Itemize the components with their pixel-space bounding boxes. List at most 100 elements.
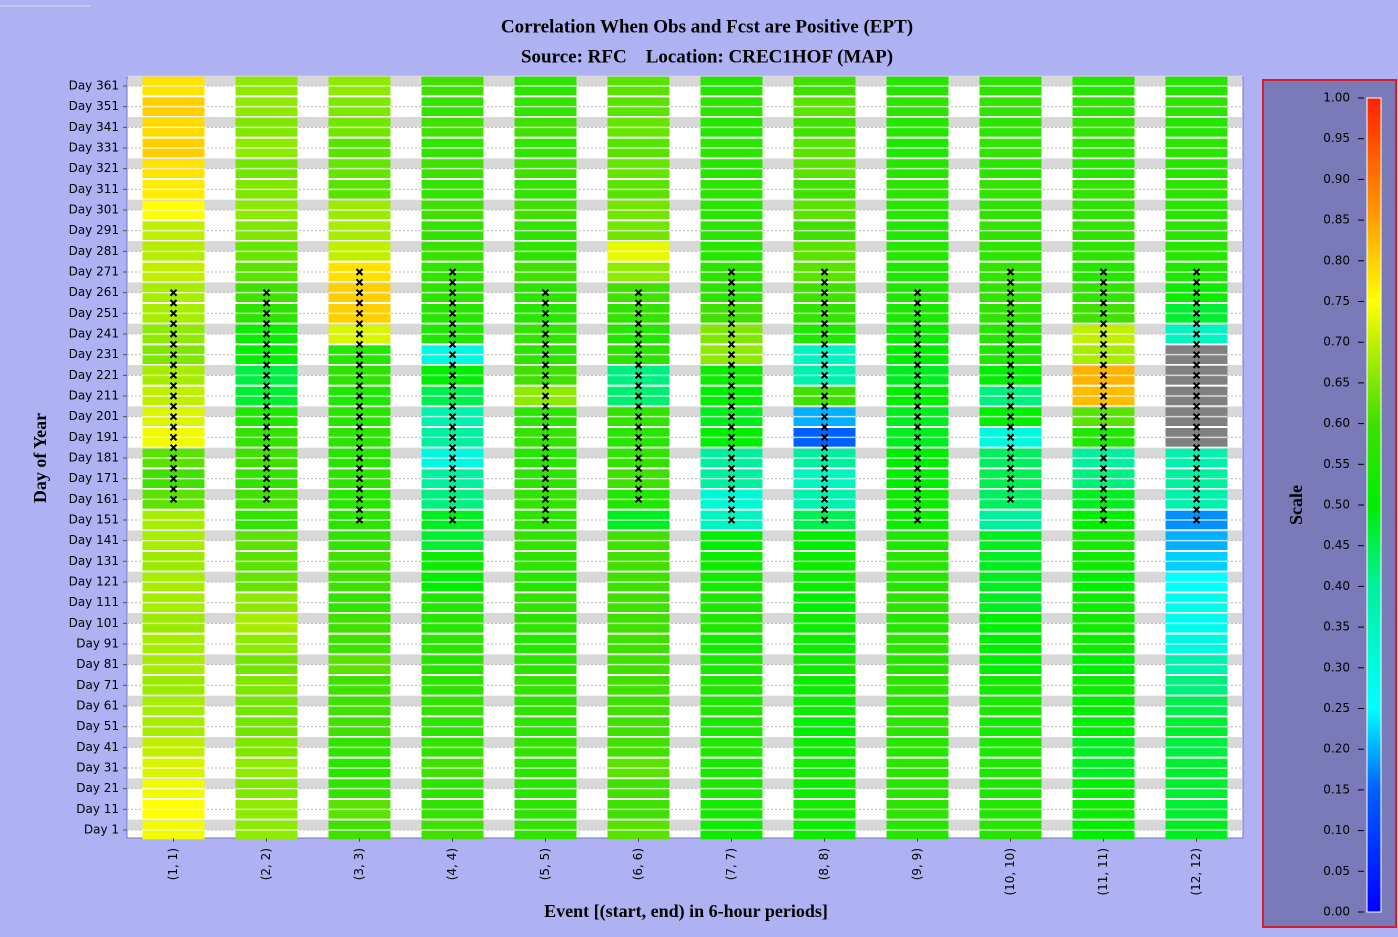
marked-range xyxy=(634,288,643,504)
chart-title: Correlation When Obs and Fcst are Positi… xyxy=(501,16,913,37)
colorbar-tick-label: 0.20 xyxy=(1323,742,1350,756)
row-stripe xyxy=(128,199,1242,210)
y-tick-label: Day 251 xyxy=(69,306,119,320)
y-axis-label: Day of Year xyxy=(30,413,50,503)
row-stripe xyxy=(128,241,1242,252)
marked-range xyxy=(1099,268,1108,524)
y-tick-label: Day 1 xyxy=(84,823,119,837)
colorbar-tick-label: 0.75 xyxy=(1323,294,1350,308)
chart-subtitle: Source: RFC Location: CREC1HOF (MAP) xyxy=(521,46,893,67)
y-tick-label: Day 31 xyxy=(76,761,119,775)
row-stripe xyxy=(128,220,1242,231)
y-tick-label: Day 121 xyxy=(69,575,119,589)
row-stripe xyxy=(128,447,1242,458)
colorbar-label: Scale xyxy=(1286,485,1306,525)
y-tick-label: Day 151 xyxy=(69,513,119,527)
row-stripe xyxy=(128,158,1242,169)
row-stripe xyxy=(128,757,1242,768)
row-stripe xyxy=(128,551,1242,562)
x-tick-label: (5, 5) xyxy=(538,848,552,880)
colorbar-tick-label: 0.45 xyxy=(1323,538,1350,552)
row-stripe xyxy=(128,303,1242,314)
marked-range xyxy=(169,288,178,504)
x-tick-label: (3, 3) xyxy=(352,848,366,880)
y-tick-label: Day 71 xyxy=(76,678,119,692)
y-tick-label: Day 111 xyxy=(69,595,119,609)
colorbar-tick-label: 0.95 xyxy=(1323,131,1350,145)
row-stripe xyxy=(128,468,1242,479)
colorbar-tick-label: 0.60 xyxy=(1323,416,1350,430)
y-tick-label: Day 281 xyxy=(69,244,119,258)
row-stripe xyxy=(128,530,1242,541)
y-tick-label: Day 221 xyxy=(69,368,119,382)
y-tick-label: Day 311 xyxy=(69,182,119,196)
row-stripe xyxy=(128,365,1242,376)
colorbar-tick-label: 0.70 xyxy=(1323,335,1350,349)
colorbar-tick-label: 0.00 xyxy=(1323,905,1350,919)
row-stripe xyxy=(128,117,1242,128)
y-tick-label: Day 361 xyxy=(69,79,119,93)
row-stripe xyxy=(128,427,1242,438)
row-stripe xyxy=(128,613,1242,624)
y-tick-label: Day 181 xyxy=(69,451,119,465)
row-stripe xyxy=(128,737,1242,748)
row-stripe xyxy=(128,778,1242,789)
colorbar xyxy=(1366,97,1382,913)
row-stripe xyxy=(128,179,1242,190)
y-tick-label: Day 301 xyxy=(69,203,119,217)
y-tick-label: Day 201 xyxy=(69,409,119,423)
y-tick-label: Day 191 xyxy=(69,430,119,444)
row-stripe xyxy=(128,654,1242,665)
row-stripe xyxy=(128,282,1242,293)
x-axis-label: Event [(start, end) in 6-hour periods] xyxy=(544,901,828,922)
row-stripe xyxy=(128,137,1242,148)
x-tick-label: (10, 10) xyxy=(1003,848,1017,896)
colorbar-tick-label: 0.85 xyxy=(1323,213,1350,227)
marked-range xyxy=(1192,268,1201,524)
marked-range xyxy=(727,268,736,524)
x-tick-label: (1, 1) xyxy=(166,848,180,880)
row-stripe xyxy=(128,799,1242,810)
row-stripe xyxy=(128,261,1242,272)
y-tick-label: Day 11 xyxy=(76,802,119,816)
y-tick-label: Day 91 xyxy=(76,637,119,651)
row-stripe xyxy=(128,675,1242,686)
marked-range xyxy=(1006,268,1015,504)
row-stripe xyxy=(128,489,1242,500)
colorbar-tick-label: 0.50 xyxy=(1323,498,1350,512)
y-tick-label: Day 21 xyxy=(76,781,119,795)
y-tick-label: Day 241 xyxy=(69,327,119,341)
y-tick-label: Day 211 xyxy=(69,389,119,403)
row-stripe xyxy=(128,819,1242,830)
colorbar-tick-label: 0.05 xyxy=(1323,864,1350,878)
x-tick-label: (7, 7) xyxy=(724,848,738,880)
colorbar-tick-label: 0.15 xyxy=(1323,782,1350,796)
row-stripe xyxy=(128,406,1242,417)
marked-range xyxy=(913,288,922,524)
y-tick-label: Day 141 xyxy=(69,533,119,547)
colorbar-tick-label: 0.90 xyxy=(1323,172,1350,186)
colorbar-tick-label: 0.30 xyxy=(1323,660,1350,674)
y-tick-label: Day 171 xyxy=(69,471,119,485)
colorbar-tick-label: 0.65 xyxy=(1323,375,1350,389)
row-stripe xyxy=(128,695,1242,706)
row-stripe xyxy=(128,323,1242,334)
colorbar-tick-label: 0.80 xyxy=(1323,253,1350,267)
colorbar-tick-label: 1.00 xyxy=(1323,91,1350,105)
y-tick-label: Day 321 xyxy=(69,161,119,175)
y-tick-label: Day 131 xyxy=(69,554,119,568)
x-tick-label: (2, 2) xyxy=(259,848,273,880)
row-stripe xyxy=(128,509,1242,520)
y-tick-label: Day 271 xyxy=(69,265,119,279)
colorbar-tick-label: 0.40 xyxy=(1323,579,1350,593)
y-tick-label: Day 81 xyxy=(76,657,119,671)
y-tick-label: Day 341 xyxy=(69,120,119,134)
x-tick-label: (4, 4) xyxy=(445,848,459,880)
x-tick-label: (9, 9) xyxy=(910,848,924,880)
colorbar-tick-label: 0.35 xyxy=(1323,620,1350,634)
y-tick-label: Day 101 xyxy=(69,616,119,630)
colorbar-tick-label: 0.55 xyxy=(1323,457,1350,471)
x-tick-label: (6, 6) xyxy=(631,848,645,880)
y-tick-label: Day 291 xyxy=(69,223,119,237)
